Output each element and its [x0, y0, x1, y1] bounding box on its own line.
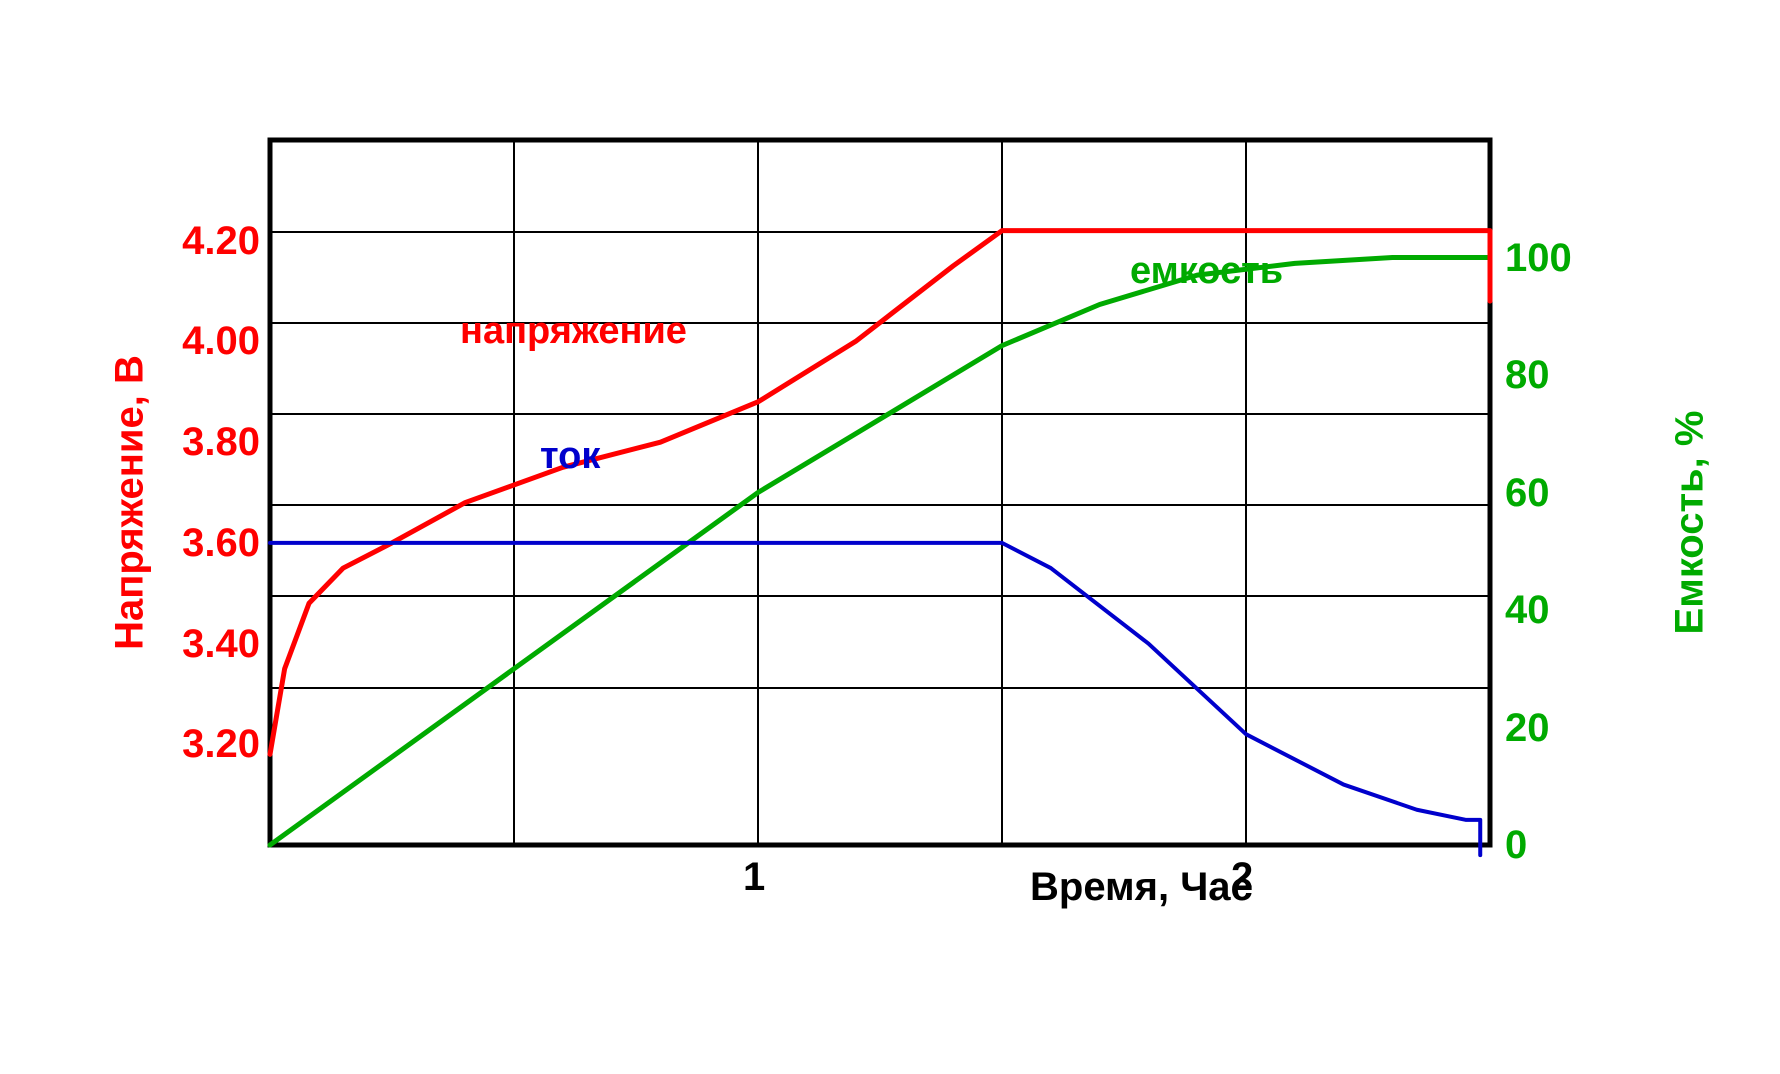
y-left-tick-label: 3.20: [150, 722, 260, 767]
chart-svg: [0, 0, 1780, 1074]
x-tick-label: 2: [1231, 855, 1253, 900]
y-right-tick-label: 60: [1505, 471, 1550, 516]
y-left-tick-label: 3.80: [150, 420, 260, 465]
y-left-tick-label: 3.40: [150, 622, 260, 667]
y-left-tick-label: 4.20: [150, 219, 260, 264]
y-axis-left-title: Напряжение, В: [108, 303, 153, 703]
y-left-tick-label: 3.60: [150, 521, 260, 566]
y-right-tick-label: 80: [1505, 353, 1550, 398]
voltage-series-label: напряжение: [460, 310, 687, 353]
y-right-tick-label: 0: [1505, 823, 1527, 868]
current-series-label: ток: [540, 435, 600, 478]
y-left-tick-label: 4.00: [150, 319, 260, 364]
y-right-tick-label: 100: [1505, 236, 1572, 281]
y-right-tick-label: 20: [1505, 706, 1550, 751]
capacity-series-label: емкость: [1130, 250, 1283, 293]
x-axis-title: Время, Час: [1030, 865, 1253, 910]
y-axis-right-title: Емкость, %: [1668, 323, 1713, 723]
y-right-tick-label: 40: [1505, 588, 1550, 633]
chart-container: Напряжение, В Емкость, % Время, Час напр…: [0, 0, 1780, 1074]
x-tick-label: 1: [743, 855, 765, 900]
